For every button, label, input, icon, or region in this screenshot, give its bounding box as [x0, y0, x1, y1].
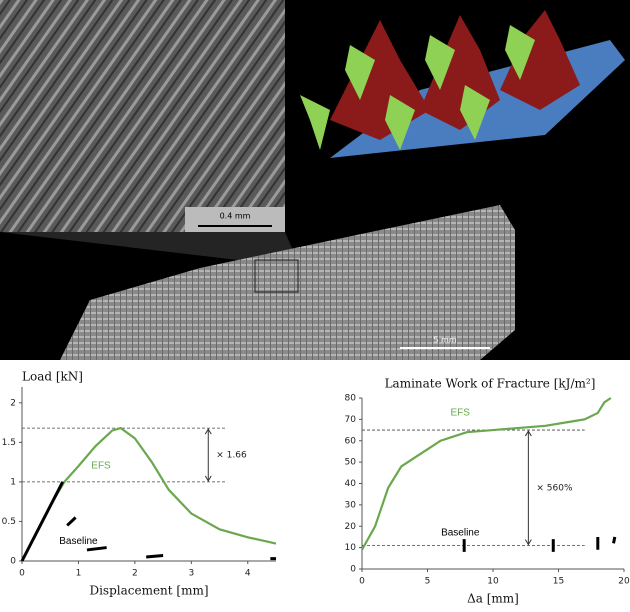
y-tick-label: 50	[345, 458, 357, 468]
chart-title: Load [kN]	[22, 370, 83, 384]
x-tick-label: 15	[553, 577, 564, 587]
x-tick-label: 2	[132, 569, 138, 579]
y-tick-label: 0.5	[2, 517, 16, 527]
y-tick-label: 80	[345, 394, 357, 404]
y-tick-label: 30	[345, 500, 357, 510]
series-label: EFS	[451, 408, 471, 419]
y-tick-label: 60	[345, 436, 357, 446]
sem-image	[0, 0, 285, 232]
series-line	[361, 397, 612, 551]
series-label: EFS	[91, 461, 111, 472]
series-line	[20, 481, 276, 562]
specimen	[60, 205, 515, 360]
x-axis-label: Displacement [mm]	[89, 584, 208, 598]
scale-label: 5 mm	[433, 336, 456, 345]
x-axis-label: Δa [mm]	[467, 592, 519, 606]
chart-title: Laminate Work of Fracture [kJ/m²]	[385, 377, 596, 391]
y-tick-label: 70	[345, 415, 357, 425]
x-tick-label: 0	[19, 569, 25, 579]
y-tick-label: 10	[345, 543, 357, 553]
series-line	[462, 536, 617, 552]
series-line	[21, 426, 277, 562]
arrow-head	[204, 428, 212, 482]
micrograph-panel: 0.4 mm 5 mm	[0, 0, 630, 360]
y-tick-label: 2	[10, 398, 16, 408]
y-tick-label: 20	[345, 522, 357, 532]
y-tick-label: 1.5	[2, 438, 16, 448]
series-label: Baseline	[59, 536, 98, 547]
x-tick-label: 10	[487, 577, 499, 587]
scale-label: 0.4 mm	[220, 212, 251, 221]
y-tick-label: 1	[10, 477, 16, 487]
y-tick-label: 0	[10, 557, 16, 567]
x-tick-label: 0	[359, 577, 365, 587]
x-tick-label: 1	[76, 569, 82, 579]
x-tick-label: 20	[618, 577, 630, 587]
x-tick-label: 5	[425, 577, 431, 587]
x-tick-label: 3	[188, 569, 194, 579]
arrow-head	[524, 430, 532, 546]
zoom-box	[254, 259, 299, 293]
x-tick-label: 4	[245, 569, 251, 579]
y-tick-label: 40	[345, 479, 357, 489]
ratio-label: × 560%	[536, 483, 573, 493]
series-label: Baseline	[441, 527, 480, 538]
scale-box	[185, 207, 285, 232]
model-render	[300, 10, 625, 158]
y-tick-label: 0	[350, 565, 356, 575]
zoom-cone	[0, 232, 298, 262]
ratio-label: × 1.66	[216, 451, 247, 461]
